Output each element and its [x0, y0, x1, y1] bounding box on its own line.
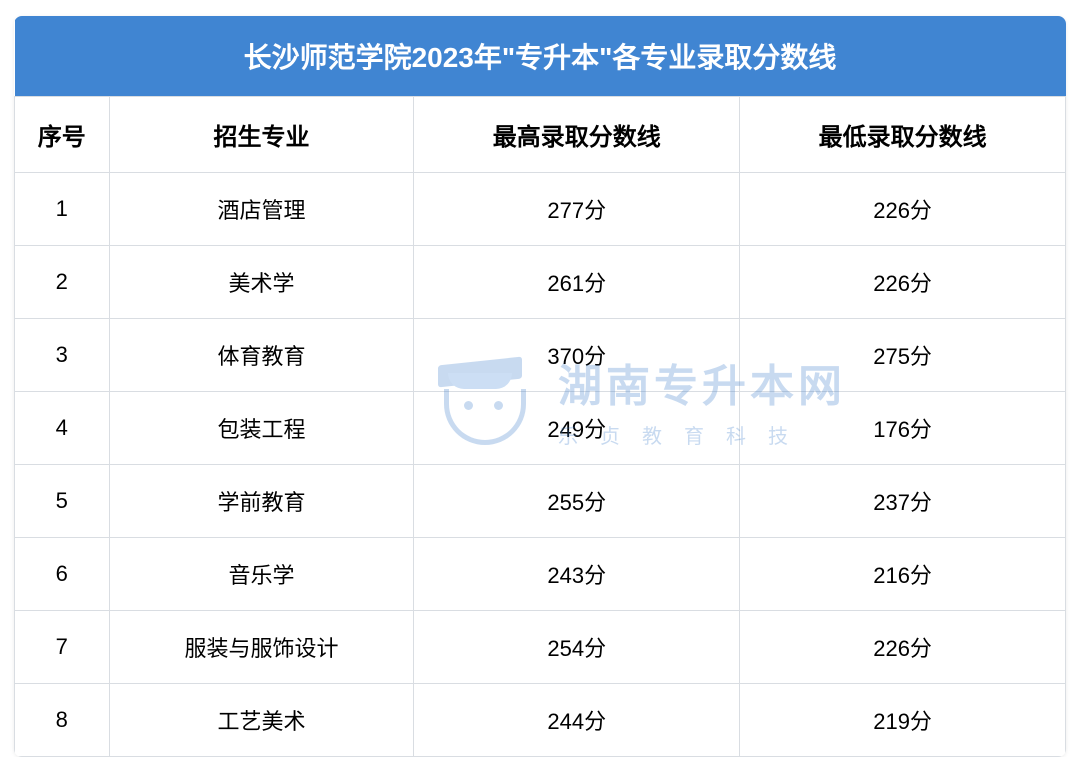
table-row: 2 美术学 261分 226分	[15, 246, 1066, 319]
cell-max: 370分	[414, 319, 740, 392]
score-table: 长沙师范学院2023年"专升本"各专业录取分数线 序号 招生专业 最高录取分数线…	[14, 16, 1066, 757]
cell-major: 音乐学	[109, 538, 414, 611]
cell-max: 249分	[414, 392, 740, 465]
table-row: 4 包装工程 249分 176分	[15, 392, 1066, 465]
cell-index: 5	[15, 465, 110, 538]
cell-max: 277分	[414, 173, 740, 246]
cell-min: 237分	[740, 465, 1066, 538]
col-header-major: 招生专业	[109, 97, 414, 173]
table-column-header-row: 序号 招生专业 最高录取分数线 最低录取分数线	[15, 97, 1066, 173]
table-row: 1 酒店管理 277分 226分	[15, 173, 1066, 246]
table-row: 8 工艺美术 244分 219分	[15, 684, 1066, 757]
table-row: 5 学前教育 255分 237分	[15, 465, 1066, 538]
cell-major: 体育教育	[109, 319, 414, 392]
cell-min: 275分	[740, 319, 1066, 392]
cell-major: 包装工程	[109, 392, 414, 465]
table-title-text: 长沙师范学院2023年"专升本"各专业录取分数线	[244, 42, 837, 73]
cell-max: 254分	[414, 611, 740, 684]
score-table-container: 长沙师范学院2023年"专升本"各专业录取分数线 序号 招生专业 最高录取分数线…	[14, 16, 1066, 757]
cell-max: 244分	[414, 684, 740, 757]
cell-min: 226分	[740, 173, 1066, 246]
cell-index: 8	[15, 684, 110, 757]
cell-min: 216分	[740, 538, 1066, 611]
cell-index: 6	[15, 538, 110, 611]
col-header-max-score: 最高录取分数线	[414, 97, 740, 173]
col-header-index: 序号	[15, 97, 110, 173]
cell-max: 261分	[414, 246, 740, 319]
cell-major: 美术学	[109, 246, 414, 319]
cell-index: 7	[15, 611, 110, 684]
col-header-min-score: 最低录取分数线	[740, 97, 1066, 173]
table-row: 6 音乐学 243分 216分	[15, 538, 1066, 611]
cell-min: 176分	[740, 392, 1066, 465]
table-row: 3 体育教育 370分 275分	[15, 319, 1066, 392]
table-row: 7 服装与服饰设计 254分 226分	[15, 611, 1066, 684]
cell-index: 1	[15, 173, 110, 246]
cell-min: 226分	[740, 246, 1066, 319]
table-body: 1 酒店管理 277分 226分 2 美术学 261分 226分 3 体育教育 …	[15, 173, 1066, 757]
cell-index: 2	[15, 246, 110, 319]
cell-min: 226分	[740, 611, 1066, 684]
table-title-row: 长沙师范学院2023年"专升本"各专业录取分数线	[15, 16, 1066, 97]
cell-major: 学前教育	[109, 465, 414, 538]
table-title: 长沙师范学院2023年"专升本"各专业录取分数线	[15, 16, 1066, 97]
cell-max: 255分	[414, 465, 740, 538]
cell-major: 服装与服饰设计	[109, 611, 414, 684]
cell-min: 219分	[740, 684, 1066, 757]
cell-index: 4	[15, 392, 110, 465]
cell-major: 酒店管理	[109, 173, 414, 246]
cell-max: 243分	[414, 538, 740, 611]
cell-index: 3	[15, 319, 110, 392]
cell-major: 工艺美术	[109, 684, 414, 757]
